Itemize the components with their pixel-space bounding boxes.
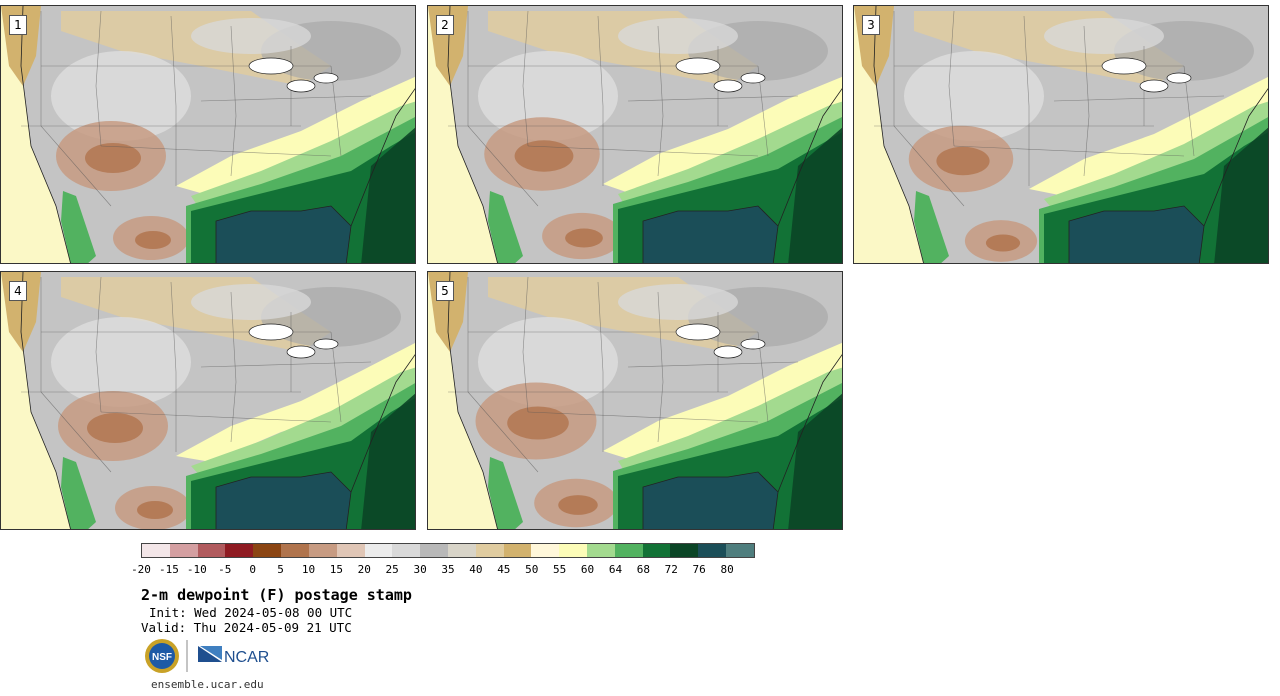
dewpoint-map-icon xyxy=(1,6,415,263)
colorbar-segment xyxy=(587,544,615,557)
colorbar-segment xyxy=(447,544,476,557)
colorbar-tick-label: 55 xyxy=(553,563,567,576)
colorbar-tick-label: 50 xyxy=(525,563,539,576)
colorbar-segment xyxy=(559,544,587,557)
colorbar-tick-label: 0 xyxy=(249,563,256,576)
site-url: ensemble.ucar.edu xyxy=(151,678,264,691)
valid-time: Valid: Thu 2024-05-09 21 UTC xyxy=(141,620,352,635)
ncar-logo-icon: NCAR xyxy=(198,646,269,666)
colorbar-tick-label: 76 xyxy=(692,563,706,576)
chart-title: 2-m dewpoint (F) postage stamp xyxy=(141,586,412,604)
colorbar-segment xyxy=(420,544,448,557)
init-time: Init: Wed 2024-05-08 00 UTC xyxy=(149,605,353,620)
panel-number: 1 xyxy=(9,15,27,35)
map-panel-5: 5 xyxy=(427,271,843,530)
map-panel-3: 3 xyxy=(853,5,1269,264)
map-panel-1: 1 xyxy=(0,5,416,264)
logos: NSF NCAR xyxy=(145,639,269,673)
dewpoint-map-icon xyxy=(854,6,1268,263)
colorbar-tick-label: 60 xyxy=(580,563,595,576)
colorbar-tick-label: 64 xyxy=(608,563,623,576)
panel-number: 2 xyxy=(436,15,454,35)
dewpoint-map-icon xyxy=(428,272,842,529)
map-panel-2: 2 xyxy=(427,5,843,264)
nsf-logo-icon: NSF xyxy=(145,639,179,673)
colorbar-segment xyxy=(670,544,699,557)
map-panel-4: 4 xyxy=(0,271,416,530)
colorbar-tick-label: -15 xyxy=(158,563,179,576)
dewpoint-map-icon xyxy=(428,6,842,263)
colorbar-tick-label: 5 xyxy=(277,563,284,576)
panel-number: 5 xyxy=(436,281,454,301)
colorbar-tick-label: 40 xyxy=(469,563,483,576)
colorbar-tick-label: 10 xyxy=(301,563,316,576)
colorbar-segment xyxy=(392,544,421,557)
colorbar-ticks: -20 -15 -10 -5 0 5 10 15 20 25 30 35 40 45 50 55 60 64 68 7… xyxy=(131,563,755,577)
colorbar-tick-label: 35 xyxy=(441,563,455,576)
colorbar-segment xyxy=(197,544,226,557)
colorbar-tick-label: -5 xyxy=(218,563,232,576)
nsf-logo-text: NSF xyxy=(152,652,172,663)
colorbar-tick-label: 15 xyxy=(329,563,343,576)
colorbar-tick-label: -20 xyxy=(131,563,151,576)
colorbar-segment xyxy=(308,544,337,557)
colorbar-segment xyxy=(726,544,754,557)
colorbar-segment xyxy=(503,544,532,557)
colorbar-tick-label: 20 xyxy=(357,563,371,576)
panel-number: 4 xyxy=(9,281,27,301)
colorbar-segment xyxy=(225,544,254,557)
colorbar-tick-label: -10 xyxy=(186,563,207,576)
colorbar-tick-label: 68 xyxy=(636,563,650,576)
colorbar-segment xyxy=(336,544,365,557)
panel-number: 3 xyxy=(862,15,880,35)
colorbar-segment xyxy=(364,544,393,557)
colorbar-segment xyxy=(642,544,671,557)
colorbar-tick-label: 30 xyxy=(413,563,427,576)
colorbar-segment xyxy=(531,544,560,557)
colorbar-segment xyxy=(142,544,170,557)
colorbar-segment xyxy=(253,544,282,557)
colorbar-segment xyxy=(281,544,309,557)
colorbar-segment xyxy=(698,544,727,557)
colorbar-tick-label: 72 xyxy=(664,563,678,576)
colorbar-tick-label: 25 xyxy=(385,563,399,576)
dewpoint-map-icon xyxy=(1,272,415,529)
colorbar-tick-label: 45 xyxy=(497,563,511,576)
ncar-logo-text: NCAR xyxy=(224,649,269,666)
colorbar-segment xyxy=(169,544,198,557)
colorbar-segment xyxy=(614,544,643,557)
colorbar-tick-label: 80 xyxy=(720,563,734,576)
colorbar xyxy=(141,543,755,558)
colorbar-segment xyxy=(475,544,504,557)
